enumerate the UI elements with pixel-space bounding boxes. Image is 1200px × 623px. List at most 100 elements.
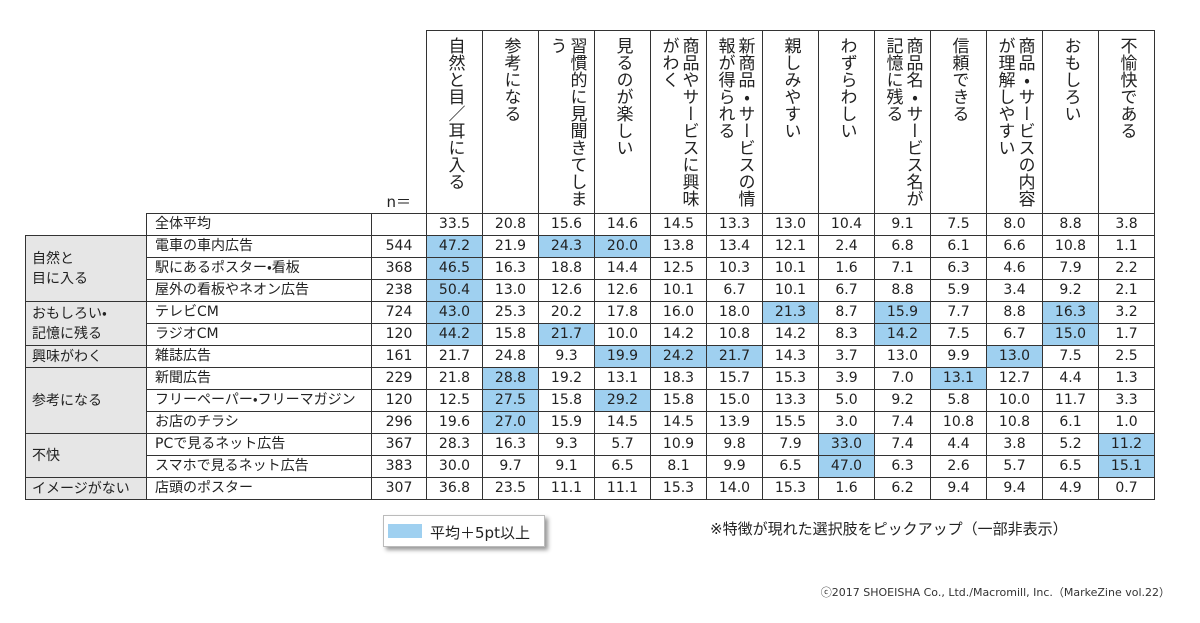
value-cell: 5.8: [930, 389, 987, 412]
row-label: 電車の車内広告: [146, 235, 372, 258]
data-row: フリーペーパー・フリーマガジン 120 12.5 27.5 15.8 29.2 15.8 15…: [26, 389, 1155, 412]
value-cell: 9.9: [706, 455, 763, 478]
legend: 平均＋5pt以上: [383, 515, 545, 547]
value-cell: 15.7: [706, 367, 763, 390]
value-cell: 36.8: [426, 477, 483, 500]
group-label: イメージがない: [25, 477, 147, 500]
column-header: おもしろい: [1042, 30, 1099, 214]
value-cell: 14.2: [650, 323, 707, 346]
value-cell: 8.1: [650, 455, 707, 478]
value-cell: 11.7: [1042, 389, 1099, 412]
value-cell: 13.3: [706, 213, 763, 236]
value-cell: 8.8: [986, 301, 1043, 324]
value-cell: 7.5: [930, 323, 987, 346]
value-cell: 10.1: [762, 279, 819, 302]
value-cell: 5.9: [930, 279, 987, 302]
group-label: 参考になる: [25, 367, 147, 434]
value-cell: 10.9: [650, 433, 707, 456]
value-cell: 19.9: [594, 345, 651, 368]
value-cell: 6.1: [1042, 411, 1099, 434]
value-cell: 3.0: [818, 411, 875, 434]
value-cell: 21.3: [762, 301, 819, 324]
column-header: 不愉快である: [1098, 30, 1155, 214]
value-cell: 13.0: [762, 213, 819, 236]
value-cell: 3.3: [1098, 389, 1155, 412]
value-cell: 7.1: [874, 257, 931, 280]
value-cell: 9.2: [874, 389, 931, 412]
value-cell: 10.8: [706, 323, 763, 346]
legend-label: 平均＋5pt以上: [430, 524, 530, 542]
value-cell: 28.3: [426, 433, 483, 456]
value-cell: 19.6: [426, 411, 483, 434]
value-cell: 8.8: [874, 279, 931, 302]
column-header-text: 新商品・サービスの情報が得られる: [714, 37, 755, 207]
value-cell: 12.7: [986, 367, 1043, 390]
value-cell: 13.0: [986, 345, 1043, 368]
value-cell: 24.3: [538, 235, 595, 258]
value-cell: 13.4: [706, 235, 763, 258]
copyright: ⓒ2017 SHOEISHA Co., Ltd./Macromill, Inc.…: [820, 586, 1170, 599]
column-header-text: 参考になる: [500, 37, 521, 122]
value-cell: 19.2: [538, 367, 595, 390]
value-cell: 13.0: [874, 345, 931, 368]
value-cell: 15.8: [538, 389, 595, 412]
value-cell: 9.4: [930, 477, 987, 500]
value-cell: 44.2: [426, 323, 483, 346]
value-cell: 8.3: [818, 323, 875, 346]
value-cell: 14.5: [650, 411, 707, 434]
value-cell: 15.1: [1098, 455, 1155, 478]
row-label: 全体平均: [146, 213, 372, 236]
value-cell: 20.0: [594, 235, 651, 258]
value-cell: 15.3: [762, 477, 819, 500]
value-cell: 15.8: [650, 389, 707, 412]
legend-swatch: [388, 524, 422, 538]
value-cell: 3.2: [1098, 301, 1155, 324]
value-cell: 14.3: [762, 345, 819, 368]
value-cell: 33.5: [426, 213, 483, 236]
value-cell: 18.0: [706, 301, 763, 324]
value-cell: 1.6: [818, 257, 875, 280]
value-cell: 4.9: [1042, 477, 1099, 500]
value-cell: 7.9: [762, 433, 819, 456]
value-cell: 7.7: [930, 301, 987, 324]
n-cell: 367: [371, 433, 427, 456]
n-cell: 296: [371, 411, 427, 434]
value-cell: 20.2: [538, 301, 595, 324]
value-cell: 9.4: [986, 477, 1043, 500]
n-cell: 120: [371, 389, 427, 412]
group-label: 不快: [25, 433, 147, 478]
value-cell: 1.3: [1098, 367, 1155, 390]
n-cell: 368: [371, 257, 427, 280]
data-row: お店のチラシ 296 19.6 27.0 15.9 14.5 14.5 13.9 15.5 3.0…: [26, 411, 1155, 434]
group-label: おもしろい・ 記憶に残る: [25, 301, 147, 346]
value-cell: 15.5: [762, 411, 819, 434]
value-cell: 27.5: [482, 389, 539, 412]
column-header-text: 商品やサービスに興味がわく: [658, 37, 699, 207]
row-label: ラジオCM: [146, 323, 372, 346]
group-label: 自然と 目に入る: [25, 235, 147, 302]
value-cell: 9.3: [538, 433, 595, 456]
value-cell: 6.5: [1042, 455, 1099, 478]
value-cell: 8.8: [1042, 213, 1099, 236]
value-cell: 14.4: [594, 257, 651, 280]
value-cell: 6.1: [930, 235, 987, 258]
value-cell: 14.5: [650, 213, 707, 236]
value-cell: 10.1: [762, 257, 819, 280]
value-cell: 4.4: [930, 433, 987, 456]
value-cell: 12.6: [538, 279, 595, 302]
value-cell: 9.1: [538, 455, 595, 478]
value-cell: 21.9: [482, 235, 539, 258]
survey-table: n＝ 自然と目／耳に入る 参考になる 習慣的に見聞きてしまう 見るのが楽しい 商品やサービ…: [25, 30, 1155, 500]
value-cell: 1.7: [1098, 323, 1155, 346]
note: ※特徴が現れた選択肢をピックアップ（一部非表示）: [710, 520, 1068, 538]
row-label: 駅にあるポスター・看板: [146, 257, 372, 280]
value-cell: 4.6: [986, 257, 1043, 280]
n-cell: [371, 213, 427, 236]
row-label: PCで見るネット広告: [146, 433, 372, 456]
value-cell: 11.1: [538, 477, 595, 500]
value-cell: 15.0: [706, 389, 763, 412]
column-header: 商品・サービスの内容が理解しやすい: [986, 30, 1043, 214]
n-cell: 724: [371, 301, 427, 324]
value-cell: 7.4: [874, 411, 931, 434]
value-cell: 33.0: [818, 433, 875, 456]
